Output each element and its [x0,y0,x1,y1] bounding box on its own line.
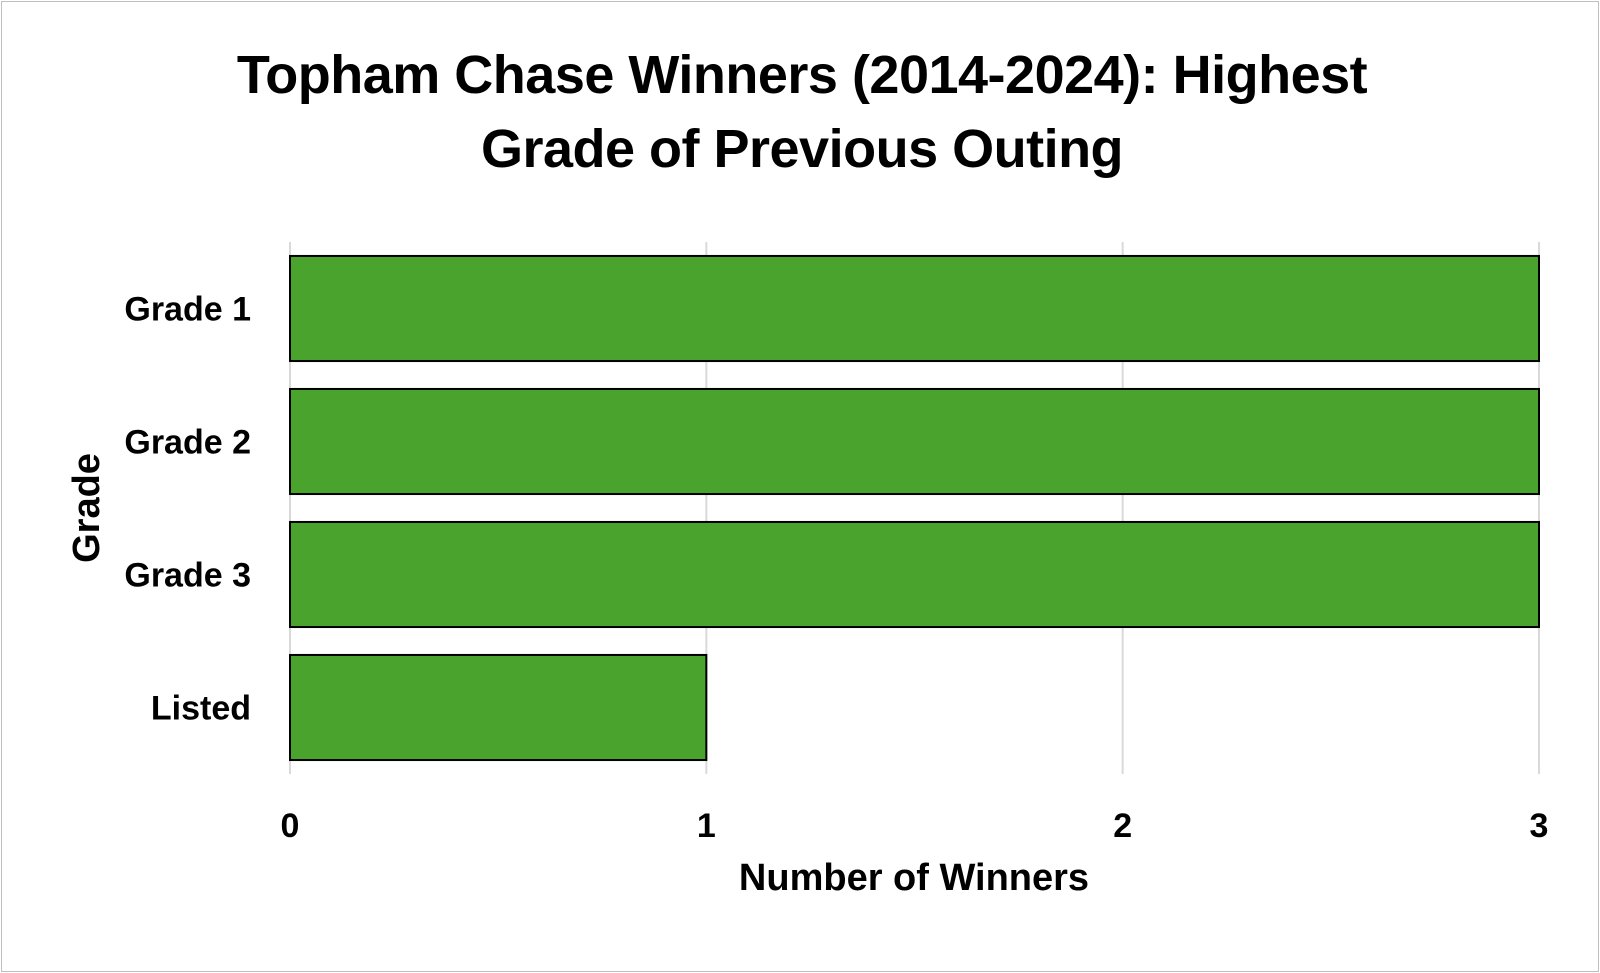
bar-listed [289,653,708,762]
bar-grade-3 [289,520,1540,629]
category-labels: Grade 1 Grade 2 Grade 3 Listed [124,291,251,728]
x-tick-label-0: 0 [281,807,300,845]
chart-title: Topham Chase Winners (2014-2024): Highes… [102,38,1502,186]
bar-grade-2 [289,387,1540,496]
category-label-grade-3: Grade 3 [124,557,251,595]
category-label-listed: Listed [151,690,251,728]
category-label-grade-2: Grade 2 [124,424,251,462]
chart-title-line-1: Topham Chase Winners (2014-2024): Highes… [236,45,1368,105]
bar-grade-1 [289,254,1540,363]
bars [289,254,1540,762]
x-axis-title: Number of Winners [739,857,1089,899]
chart-title-line-2: Grade of Previous Outing [480,119,1124,179]
category-label-grade-1: Grade 1 [124,291,251,329]
x-tick-label-2: 2 [1113,807,1132,845]
y-axis-title: Grade [66,453,108,563]
x-tick-label-3: 3 [1530,807,1549,845]
x-tick-labels: 0 1 2 3 [281,807,1549,845]
x-tick-label-1: 1 [697,807,716,845]
